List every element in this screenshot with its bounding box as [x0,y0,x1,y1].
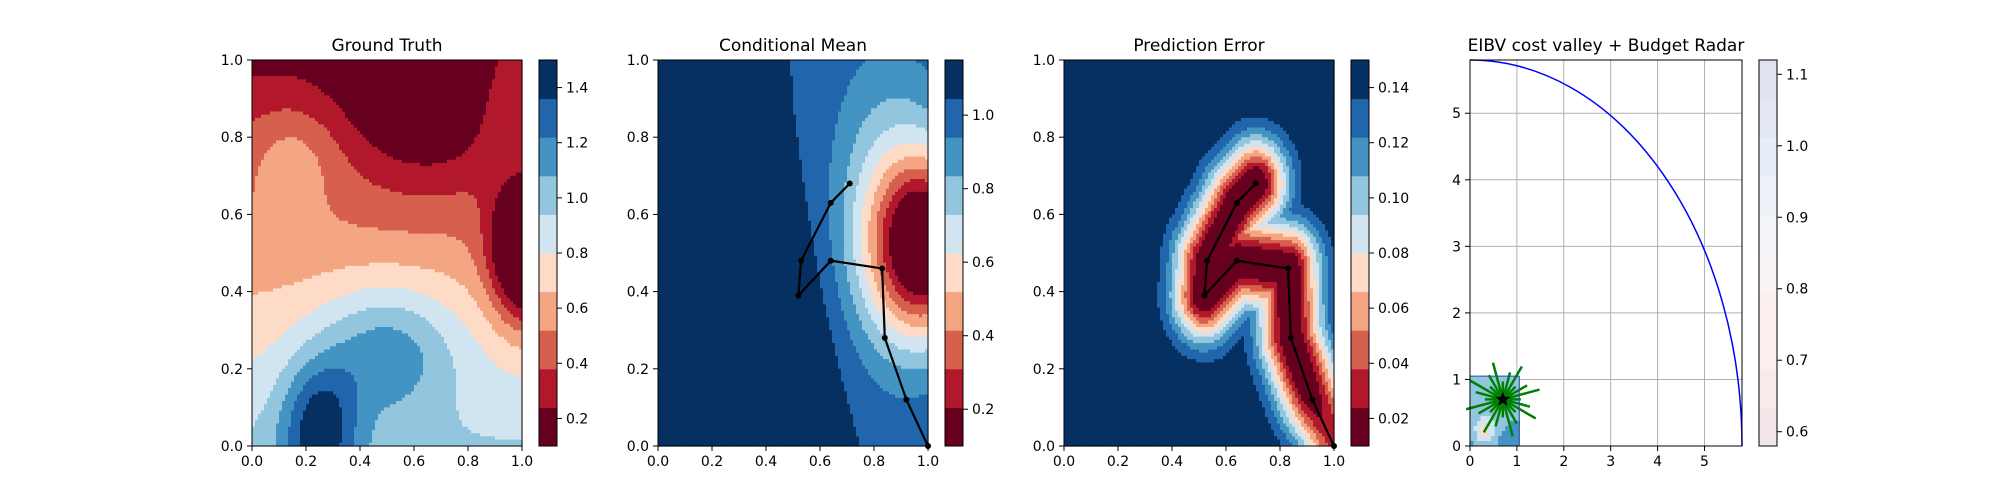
ground-truth-panel: Ground Truth 0.0 0.2 0.4 0.6 0.8 1.00.00.20.4… [221,36,589,470]
ground-truth-title: Ground Truth [331,36,442,56]
heatmap-field [252,60,523,447]
